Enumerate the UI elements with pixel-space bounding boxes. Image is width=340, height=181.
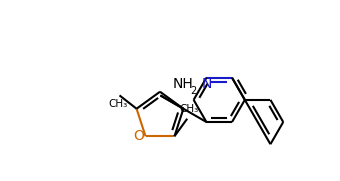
Text: CH₃: CH₃ <box>108 99 127 109</box>
Text: O: O <box>133 129 144 143</box>
Text: NH: NH <box>172 77 193 91</box>
Text: CH₃: CH₃ <box>180 104 199 114</box>
Text: 2: 2 <box>191 86 197 96</box>
Text: N: N <box>201 77 211 91</box>
